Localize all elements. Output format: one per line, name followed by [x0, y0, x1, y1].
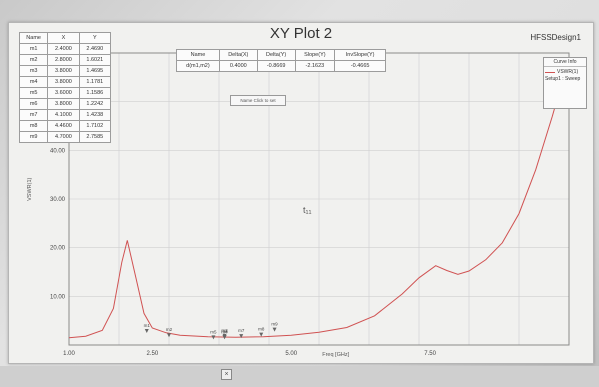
table-cell: 1.6021: [78, 54, 112, 66]
marker-triangle[interactable]: [239, 334, 244, 339]
table-cell: 2.8000: [47, 54, 80, 66]
marker-triangle[interactable]: [222, 335, 227, 340]
table-cell: 3.8000: [47, 76, 80, 88]
table-cell: 3.6000: [47, 87, 80, 99]
marker-row[interactable]: m4 3.8000 1.1781: [18, 76, 112, 88]
marker-row[interactable]: m3 3.8000 1.4695: [18, 65, 112, 77]
table-cell: m9: [18, 131, 49, 143]
marker-table[interactable]: Name X Y m1 2.4000 2.4690 m2 2.8000 1.6021 m3 3.8…: [18, 32, 112, 143]
table-cell: 1.4695: [78, 65, 112, 77]
marker-label: m9: [271, 322, 278, 327]
marker-row[interactable]: m1 2.4000 2.4690: [18, 43, 112, 55]
marker-label: m1: [144, 323, 151, 328]
x-tick-label: 7.50: [424, 351, 436, 357]
marker-label: m3: [221, 328, 228, 333]
table-cell: m2: [18, 54, 49, 66]
chart-svg[interactable]: 1.00 2.50 5.00 7.50 10.00 20.00 30.00 40.00 Freq…: [9, 23, 593, 363]
taskbar-strip: [0, 366, 599, 387]
table-cell: -2.1623: [294, 60, 336, 72]
plot-annotation: t₁₁: [303, 205, 312, 215]
table-cell: 0.4000: [218, 60, 258, 72]
legend[interactable]: Curve Info VSWR(1) Setup1 : Sweep: [543, 57, 587, 109]
legend-header: Curve Info: [544, 58, 586, 67]
table-cell: m3: [18, 65, 49, 77]
marker-triangle[interactable]: [144, 328, 149, 333]
column-header: Name: [176, 49, 220, 61]
y-axis-label: VSWR(1): [27, 177, 33, 200]
x-tick-label: 5.00: [285, 351, 297, 357]
table-cell: 2.4690: [78, 43, 112, 55]
table-cell: 4.4600: [47, 120, 80, 132]
marker-row[interactable]: m2 2.8000 1.6021: [18, 54, 112, 66]
marker-row[interactable]: m9 4.7000 2.7585: [18, 131, 112, 143]
marker-row[interactable]: m8 4.4600 1.7102: [18, 120, 112, 132]
table-cell: m6: [18, 98, 49, 110]
column-header: Delta(X): [218, 49, 258, 61]
column-header: InvSlope(Y): [334, 49, 386, 61]
table-cell: m7: [18, 109, 49, 121]
marker-triangle[interactable]: [272, 327, 277, 332]
table-cell: d(m1,m2): [176, 60, 220, 72]
table-cell: 3.8000: [47, 65, 80, 77]
table-cell: m5: [18, 87, 49, 99]
x-tick-label: 2.50: [146, 351, 158, 357]
delta-row[interactable]: d(m1,m2) 0.4000 -0.8669 -2.1623 -0.4665: [176, 60, 386, 72]
table-cell: 2.4000: [47, 43, 80, 55]
table-cell: m1: [18, 43, 49, 55]
column-header: Y: [78, 32, 112, 44]
table-cell: -0.8669: [256, 60, 296, 72]
x-axis-label: Freq [GHz]: [322, 352, 349, 358]
marker-triangle[interactable]: [211, 335, 216, 340]
table-cell: 4.7000: [47, 131, 80, 143]
column-header: Name: [18, 32, 49, 44]
marker-label: m2: [166, 327, 173, 332]
delta-table-header: Name Delta(X) Delta(Y) Slope(Y) InvSlope(Y): [176, 49, 386, 61]
plot-title: XY Plot 2: [269, 25, 333, 42]
table-cell: -0.4665: [334, 60, 386, 72]
design-name: HFSSDesign1: [530, 33, 581, 42]
marker-row[interactable]: m7 4.1000 1.4238: [18, 109, 112, 121]
delta-marker-table[interactable]: Name Delta(X) Delta(Y) Slope(Y) InvSlope(Y) …: [176, 49, 386, 72]
column-header: Slope(Y): [294, 49, 336, 61]
table-cell: 1.1781: [78, 76, 112, 88]
table-cell: 3.8000: [47, 98, 80, 110]
table-cell: 1.7102: [78, 120, 112, 132]
marker-row[interactable]: m6 3.8000 1.2242: [18, 98, 112, 110]
marker-table-header: Name X Y: [18, 32, 112, 44]
legend-swatch: [545, 71, 555, 73]
legend-setup: Setup1 : Sweep: [545, 76, 581, 82]
table-cell: m4: [18, 76, 49, 88]
table-cell: 4.1000: [47, 109, 80, 121]
y-tick-label: 10.00: [50, 294, 66, 300]
y-tick-label: 30.00: [50, 197, 66, 203]
close-icon[interactable]: ×: [221, 369, 232, 380]
legend-entry[interactable]: VSWR(1): [544, 67, 586, 75]
grid: [69, 53, 569, 345]
y-tick-label: 40.00: [50, 148, 66, 154]
table-cell: 2.7585: [78, 131, 112, 143]
column-header: Delta(Y): [256, 49, 296, 61]
marker-label: m8: [258, 327, 265, 332]
column-header: X: [47, 32, 80, 44]
xy-plot-window[interactable]: XY Plot 2 HFSSDesign1 1.00 2.50 5.00 7.50 10…: [8, 22, 594, 364]
vswr-curve[interactable]: [68, 57, 570, 339]
marker-label: m5: [210, 329, 217, 334]
marker-label: m7: [238, 328, 245, 333]
marker-triangle[interactable]: [259, 332, 264, 337]
legend-series-name: VSWR(1): [557, 69, 579, 75]
y-tick-label: 20.00: [50, 246, 66, 252]
table-cell: 1.1586: [78, 87, 112, 99]
table-cell: 1.2242: [78, 98, 112, 110]
x-tick-label: 1.00: [63, 351, 75, 357]
table-cell: 1.4238: [78, 109, 112, 121]
marker-label: m4: [221, 329, 228, 334]
marker-triangle[interactable]: [167, 333, 171, 338]
curve-layer: [68, 57, 570, 339]
marker-row[interactable]: m5 3.6000 1.1586: [18, 87, 112, 99]
marker-note[interactable]: Name Click to set: [230, 95, 286, 106]
marker-label: m6: [221, 329, 228, 334]
table-cell: m8: [18, 120, 49, 132]
